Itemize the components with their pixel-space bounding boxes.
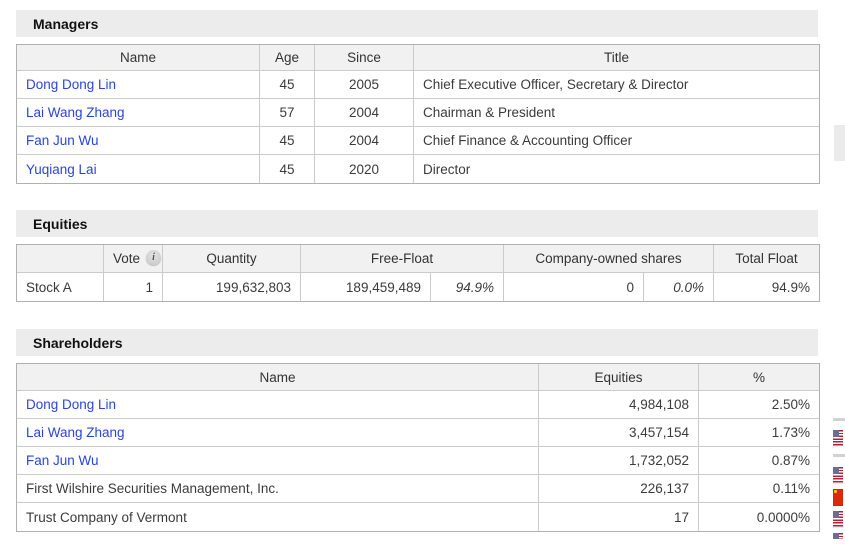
table-row: Dong Dong Lin 4,984,108 2.50% xyxy=(17,391,819,419)
manager-name-link[interactable]: Fan Jun Wu xyxy=(26,133,99,148)
managers-col-since: Since xyxy=(315,45,414,71)
page: { "colors": { "link": "#2b44db", "sectio… xyxy=(16,10,845,539)
manager-age: 45 xyxy=(260,71,315,99)
clipped-text-fragment xyxy=(833,454,845,457)
managers-table: Name Age Since Title Dong Dong Lin 45 20… xyxy=(16,44,820,184)
shareholder-equities: 17 xyxy=(539,503,699,531)
manager-title: Director xyxy=(423,161,471,177)
clipped-text-fragment xyxy=(833,418,845,421)
table-row: Lai Wang Zhang 57 2004 Chairman & Presid… xyxy=(17,99,819,127)
shareholder-name: Trust Company of Vermont xyxy=(17,503,539,531)
shareholder-equities: 3,457,154 xyxy=(539,419,699,447)
shareholder-pct: 0.0000% xyxy=(756,509,810,525)
shareholders-section-title: Shareholders xyxy=(33,334,123,351)
equities-section-title: Equities xyxy=(33,215,88,232)
equities-table: Vote i Quantity Free-Float Company-owned … xyxy=(16,244,821,302)
managers-col-age: Age xyxy=(260,45,315,71)
shareholder-equities: 1,732,052 xyxy=(539,447,699,475)
shareholder-pct: 0.11% xyxy=(699,475,819,503)
shareholders-col-equities: Equities xyxy=(539,364,699,391)
shareholder-pct: 1.73% xyxy=(699,419,819,447)
manager-since: 2004 xyxy=(315,99,414,127)
shareholders-table: Name Equities % Dong Dong Lin 4,984,108 … xyxy=(16,363,820,532)
manager-age: 57 xyxy=(260,99,315,127)
equities-stock-label: Stock A xyxy=(17,273,104,301)
equities-quantity-value: 199,632,803 xyxy=(163,273,301,301)
equities-company-owned-pct: 0.0% xyxy=(644,273,715,301)
table-row: Yuqiang Lai 45 2020 Director xyxy=(17,155,819,183)
shareholder-equities: 226,137 xyxy=(539,475,699,503)
equities-col-total-float: Total Float xyxy=(714,245,820,273)
managers-header-row: Name Age Since Title xyxy=(17,45,819,71)
manager-since: 2004 xyxy=(315,127,414,155)
manager-title: Chairman & President xyxy=(414,99,819,127)
main-content: Managers Name Age Since Title Dong Dong … xyxy=(16,10,821,558)
manager-age: 45 xyxy=(260,127,315,155)
us-flag-icon xyxy=(833,467,843,484)
info-icon[interactable]: i xyxy=(146,250,162,266)
table-row: Fan Jun Wu 1,732,052 0.87% xyxy=(17,447,819,475)
shareholders-header-row: Name Equities % xyxy=(17,364,819,391)
manager-age: 45 xyxy=(260,155,315,183)
us-flag-icon xyxy=(833,511,843,528)
table-row: Stock A 1 199,632,803 189,459,489 94.9% … xyxy=(17,273,819,301)
manager-name-link[interactable]: Dong Dong Lin xyxy=(26,77,117,92)
equities-free-float-pct: 94.9% xyxy=(431,273,504,301)
table-row: First Wilshire Securities Management, In… xyxy=(17,475,819,503)
manager-title: Chief Executive Officer, Secretary & Dir… xyxy=(414,71,819,99)
scrollbar-thumb[interactable] xyxy=(834,125,845,161)
manager-title: Chief Finance & Accounting Officer xyxy=(414,127,819,155)
cn-flag-icon xyxy=(833,489,843,506)
us-flag-partial-icon xyxy=(833,533,843,539)
shareholder-pct: 2.50% xyxy=(699,391,819,419)
table-row: Fan Jun Wu 45 2004 Chief Finance & Accou… xyxy=(17,127,819,155)
shareholders-section-header: Shareholders xyxy=(16,329,818,356)
manager-name-link[interactable]: Lai Wang Zhang xyxy=(26,105,125,120)
shareholder-name-link[interactable]: Lai Wang Zhang xyxy=(26,425,125,440)
manager-since: 2005 xyxy=(315,71,414,99)
managers-section-header: Managers xyxy=(16,10,818,37)
us-flag-icon xyxy=(833,430,843,447)
manager-name-link[interactable]: Yuqiang Lai xyxy=(26,161,97,177)
managers-col-name: Name xyxy=(17,45,260,71)
equities-vote-value: 1 xyxy=(104,273,163,301)
shareholders-col-pct: % xyxy=(699,364,819,391)
equities-col-company-owned: Company-owned shares xyxy=(504,245,715,273)
table-row: Trust Company of Vermont 17 0.0000% xyxy=(17,503,819,531)
manager-since: 2020 xyxy=(315,155,414,183)
managers-section-title: Managers xyxy=(33,15,99,32)
equities-total-float-pct: 94.9% xyxy=(771,279,811,295)
equities-header-row: Vote i Quantity Free-Float Company-owned … xyxy=(17,245,820,273)
equities-section-header: Equities xyxy=(16,210,818,237)
shareholder-pct: 0.87% xyxy=(699,447,819,475)
table-row: Lai Wang Zhang 3,457,154 1.73% xyxy=(17,419,819,447)
shareholder-name: First Wilshire Securities Management, In… xyxy=(17,475,539,503)
equities-col-blank xyxy=(17,245,104,273)
equities-free-float-qty: 189,459,489 xyxy=(301,273,431,301)
managers-col-title: Title xyxy=(414,45,819,71)
table-row: Dong Dong Lin 45 2005 Chief Executive Of… xyxy=(17,71,819,99)
equities-company-owned-qty: 0 xyxy=(504,273,644,301)
shareholder-name-link[interactable]: Fan Jun Wu xyxy=(26,453,99,468)
shareholder-equities: 4,984,108 xyxy=(539,391,699,419)
equities-col-free-float: Free-Float xyxy=(301,245,504,273)
shareholder-name-link[interactable]: Dong Dong Lin xyxy=(26,397,117,412)
shareholders-col-name: Name xyxy=(17,364,539,391)
equities-col-vote: Vote i xyxy=(104,245,163,273)
equities-col-quantity: Quantity xyxy=(163,245,301,273)
